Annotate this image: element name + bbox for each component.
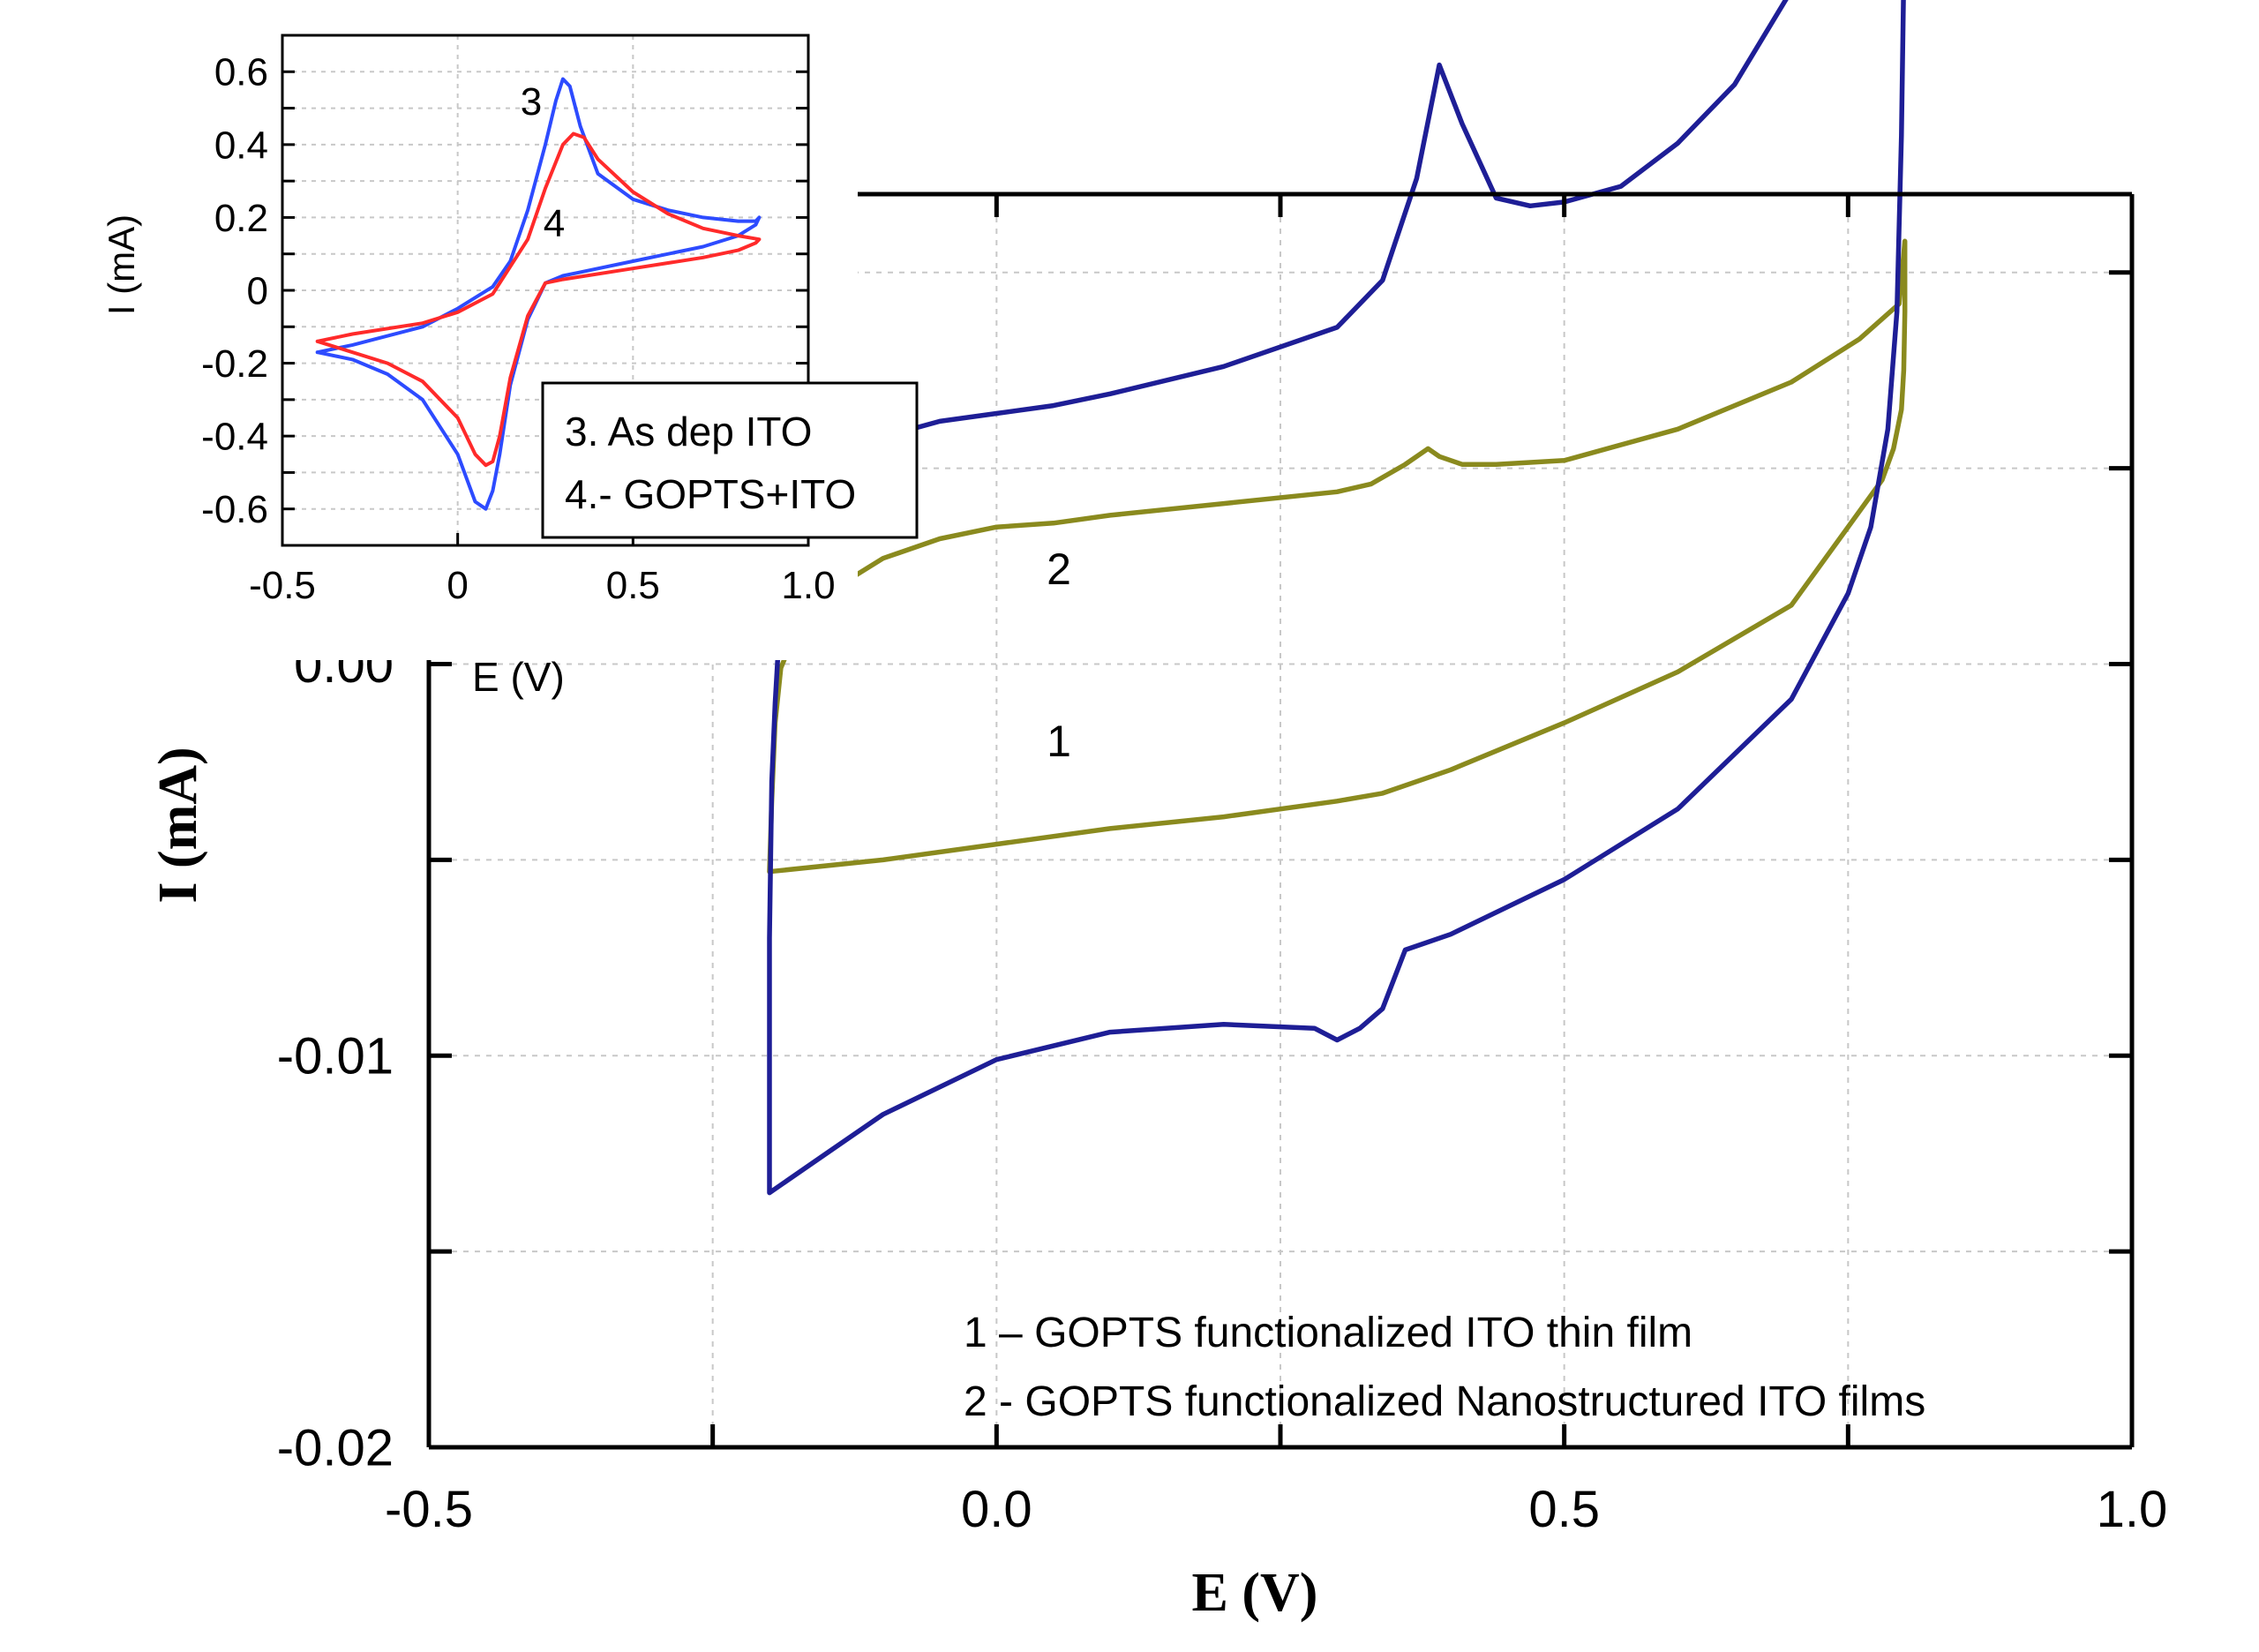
main-y-tick-label: -0.01 <box>277 1028 394 1085</box>
inset-x-tick-label: 1.0 <box>781 564 835 607</box>
main-x-tick-label: -0.5 <box>385 1481 473 1538</box>
main-x-axis-label: E (V) <box>1192 1563 1318 1623</box>
inset-y-tick-label: -0.6 <box>201 488 268 531</box>
inset-series-layer <box>315 77 762 511</box>
inset-curve-label-4: 4 <box>544 202 565 245</box>
main-series-1-line <box>767 238 1908 875</box>
inset-y-tick-label: 0.6 <box>214 51 268 94</box>
inset-series-4-line <box>315 131 762 468</box>
inset-y-tick-label: 0 <box>247 269 268 312</box>
inset-y-tick-label: 0.4 <box>214 124 268 167</box>
inset-chart: -0.5 0 0.5 1.0 0.6 0.4 0.2 0 -0.2 -0.4 -0.6 I (mA)… <box>99 25 919 700</box>
main-tick-labels: -0.5 0.0 0.5 1.0-0.02-0.010.00 <box>277 636 2168 1538</box>
inset-legend-entry-3: 3. As dep ITO <box>565 409 812 454</box>
main-y-axis-label: I (mA) <box>148 747 208 903</box>
inset-y-tick-label: 0.2 <box>214 197 268 240</box>
main-x-tick-label: 1.0 <box>2097 1481 2168 1538</box>
inset-x-tick-label: 0 <box>447 564 468 607</box>
main-x-tick-label: 0.5 <box>1528 1481 1600 1538</box>
inset-tick-labels: -0.5 0 0.5 1.0 0.6 0.4 0.2 0 -0.2 -0.4 -0.6 <box>201 51 835 607</box>
inset-x-axis-label: E (V) <box>472 654 565 700</box>
inset-x-tick-label: -0.5 <box>249 564 316 607</box>
inset-legend-box <box>541 381 919 539</box>
main-legend-entry-1: 1 – GOPTS functionalized ITO thin film <box>964 1310 1692 1356</box>
main-series-layer <box>767 0 1908 1196</box>
main-y-tick-label: -0.02 <box>277 1419 394 1476</box>
inset-curve-label-3: 3 <box>521 80 542 124</box>
inset-y-tick-label: -0.2 <box>201 342 268 386</box>
inset-x-tick-label: 0.5 <box>606 564 660 607</box>
main-legend-entry-2: 2 - GOPTS functionalized Nanostructured … <box>964 1378 1925 1425</box>
inset-series-3-line <box>315 77 762 511</box>
main-x-tick-label: 0.0 <box>961 1481 1032 1538</box>
main-curve-label-2: 2 <box>1047 544 1071 594</box>
main-series-2-line <box>767 0 1906 1196</box>
inset-legend-entry-4: 4.- GOPTS+ITO <box>565 471 856 517</box>
inset-y-tick-label: -0.4 <box>201 416 268 459</box>
inset-y-axis-label: I (mA) <box>101 214 142 315</box>
main-curve-label-1: 1 <box>1047 717 1071 766</box>
